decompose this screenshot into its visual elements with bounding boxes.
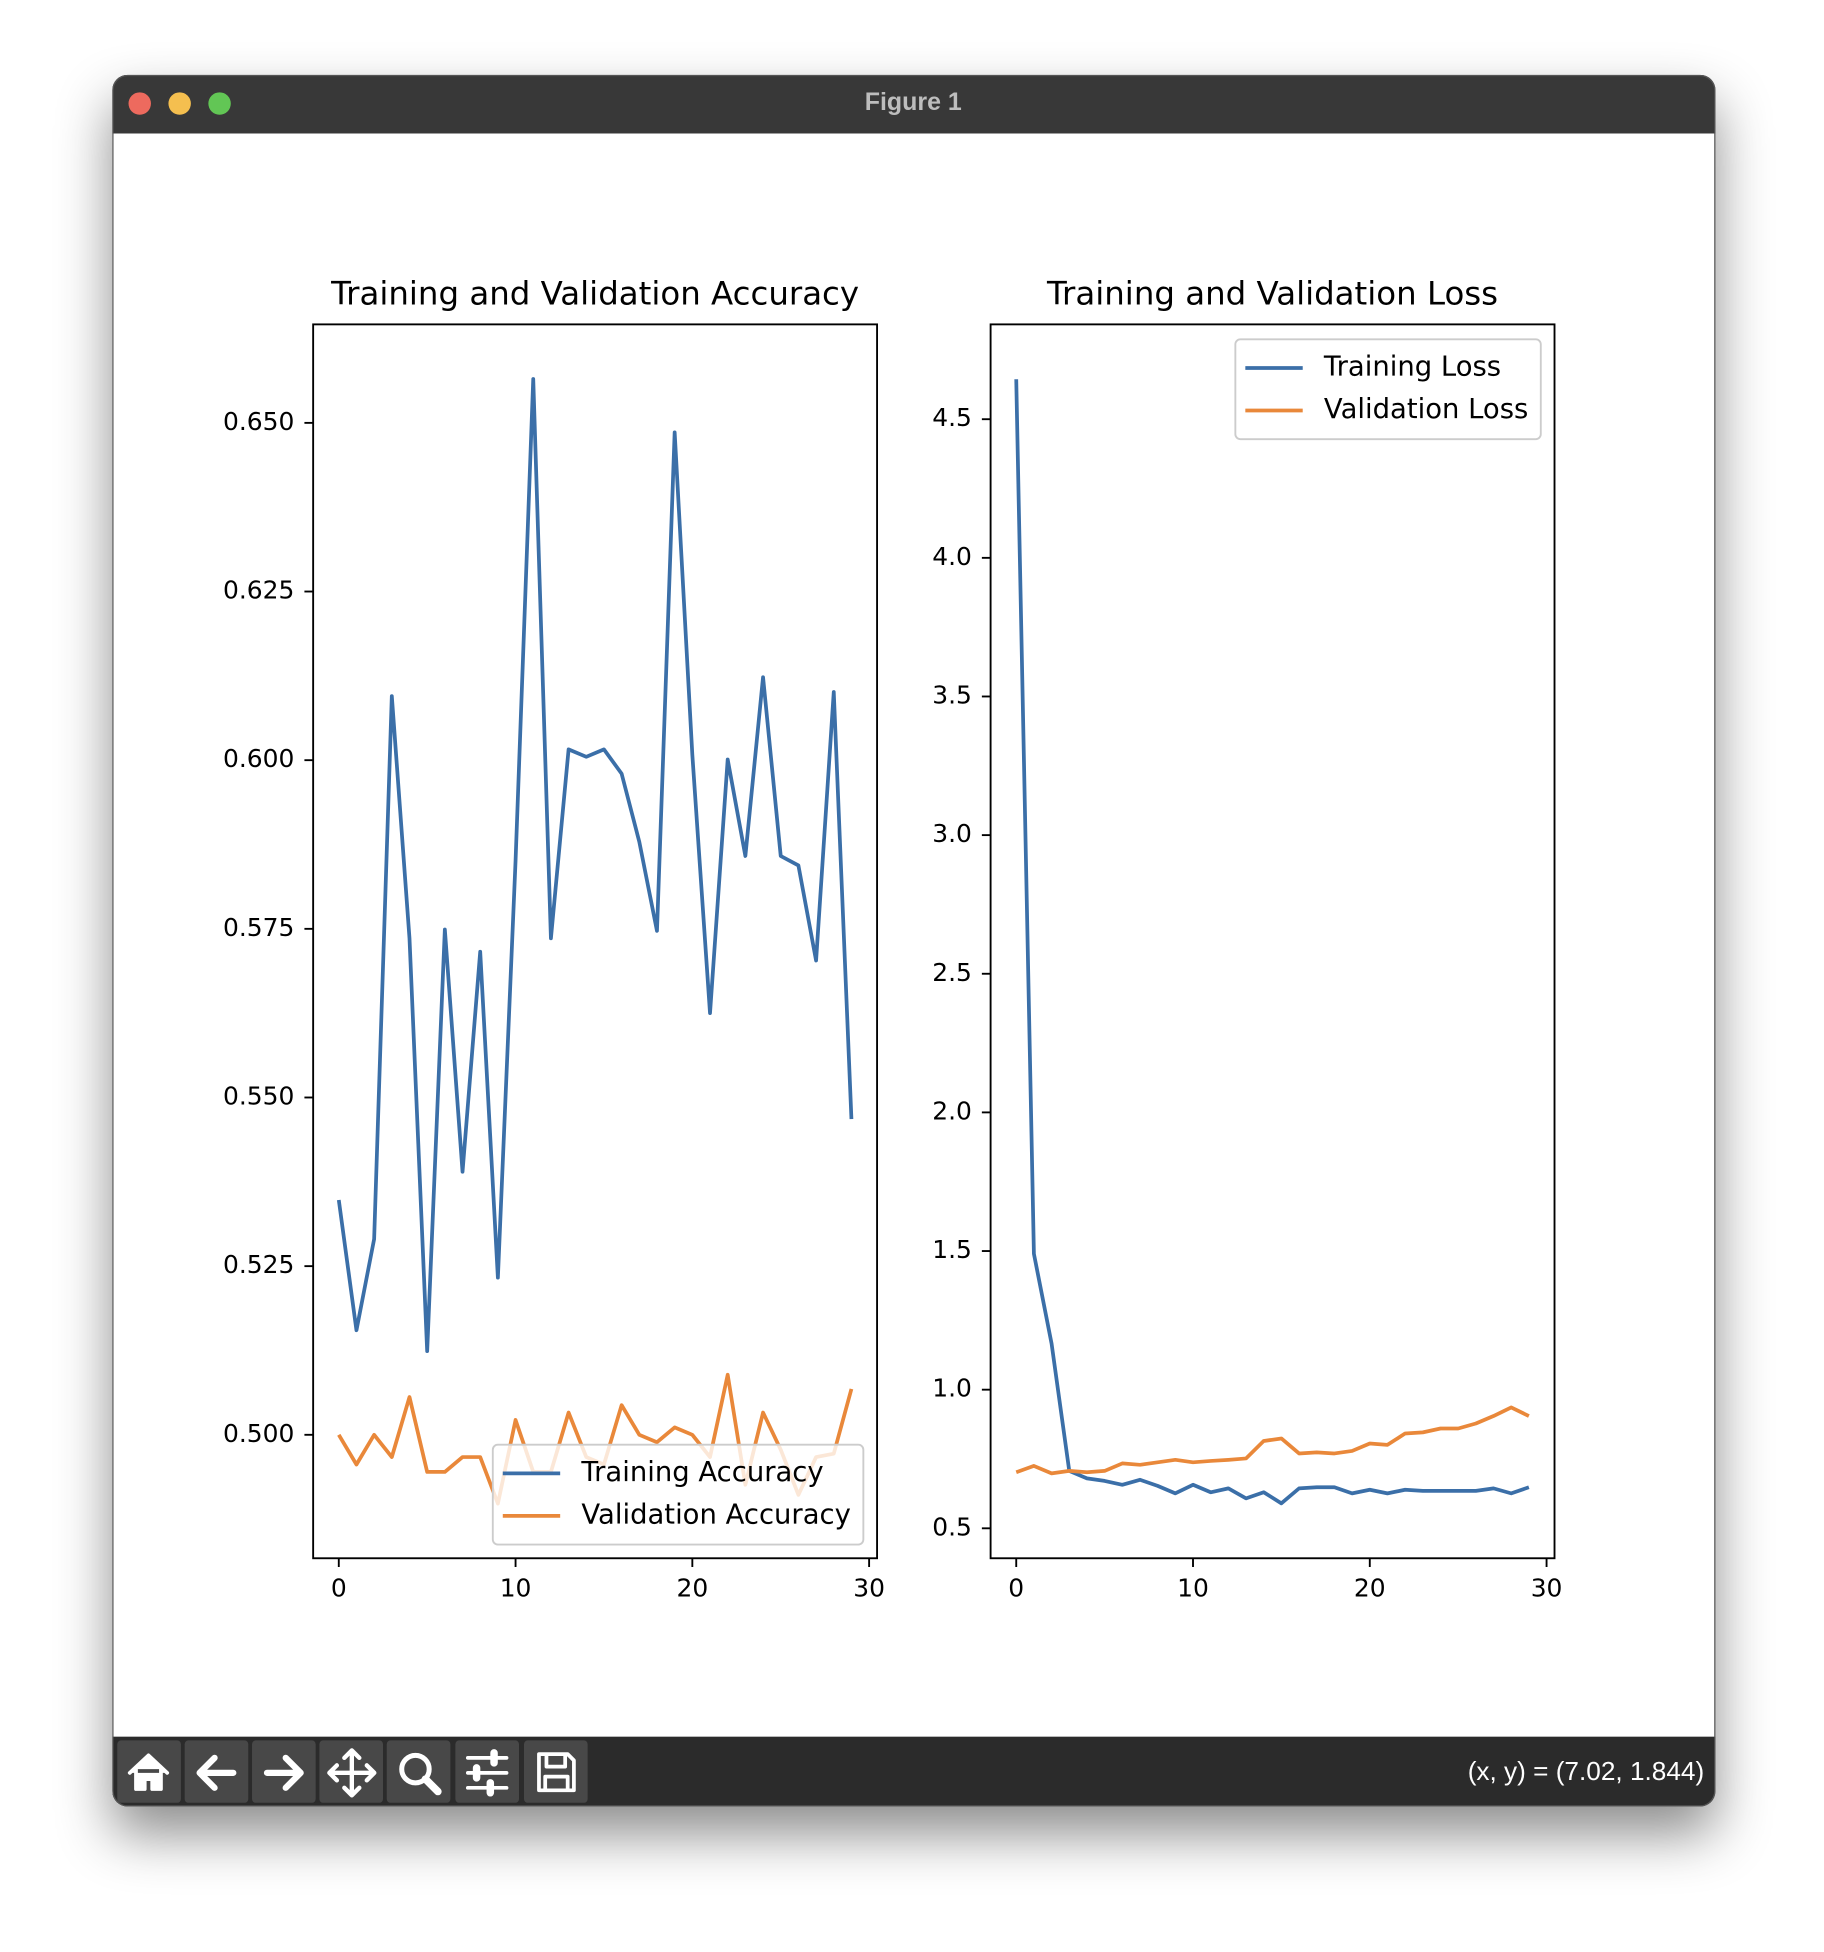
x-tick-label: 10 — [500, 1573, 532, 1602]
back-icon — [196, 1754, 237, 1791]
x-tick-label: 0 — [1008, 1573, 1024, 1602]
y-tick-label: 0.525 — [223, 1250, 294, 1279]
status-text: (x, y) = (7.02, 1.844) — [1468, 1756, 1705, 1786]
zoom-icon-handle — [421, 1775, 442, 1796]
save-button[interactable] — [523, 1740, 588, 1803]
configure-icon-knobs — [472, 1749, 498, 1797]
legend-label: Training Accuracy — [580, 1457, 823, 1488]
y-tick-label: 0.500 — [223, 1419, 294, 1448]
chart: Training and Validation Loss 0.5 1.0 1.5 2.0… — [932, 275, 1562, 1603]
minimize-button[interactable] — [168, 92, 191, 115]
axes-frame — [312, 323, 879, 1560]
y-tick-label: 1.0 — [932, 1374, 972, 1403]
x-tick-label: 30 — [1531, 1573, 1563, 1602]
home-button[interactable] — [117, 1740, 181, 1803]
y-tick-label: 2.0 — [932, 1096, 972, 1125]
x-tick-label: 20 — [1354, 1573, 1386, 1602]
legend-label: Training Loss — [1323, 352, 1501, 383]
y-tick-label: 2.5 — [932, 958, 972, 987]
legend-box — [491, 1443, 865, 1546]
axes-frame — [989, 323, 1556, 1560]
y-tick-label: 3.0 — [932, 819, 972, 848]
y-tick-label: 0.650 — [223, 407, 294, 436]
y-tick-label: 0.625 — [223, 576, 294, 605]
y-tick-label: 0.575 — [223, 913, 294, 942]
series-line — [1015, 1405, 1530, 1476]
x-tick-label: 20 — [676, 1573, 708, 1602]
window-title: Figure 1 — [865, 88, 962, 116]
y-tick-label: 4.5 — [932, 403, 972, 432]
legend: Training Accuracy Validation Accuracy — [491, 1443, 865, 1546]
home-icon — [127, 1753, 170, 1791]
title-bar — [112, 74, 1716, 134]
y-tick-label: 0.600 — [223, 744, 294, 773]
legend-label: Validation Accuracy — [581, 1499, 850, 1530]
series-line — [336, 377, 854, 1354]
window — [112, 74, 1716, 1807]
figure: Training and Validation Accuracy0.5000.5… — [223, 275, 1562, 1603]
series-line — [1014, 379, 1530, 1506]
forward-icon — [263, 1754, 304, 1791]
chart-title: Training and Validation Loss — [1046, 275, 1498, 313]
x-tick-label: 30 — [853, 1573, 885, 1602]
chart: Training and Validation Accuracy 0.500 0.5… — [223, 275, 885, 1603]
toolbar-buttons — [117, 1740, 588, 1803]
zoom-icon — [399, 1752, 432, 1786]
y-tick-label: 0.550 — [223, 1081, 294, 1110]
x-tick-label: 0 — [331, 1573, 347, 1602]
y-tick-label: 4.0 — [932, 542, 972, 571]
window-border — [112, 74, 1716, 1807]
y-tick-label: 0.5 — [932, 1512, 972, 1541]
y-tick-label: 3.5 — [932, 680, 972, 709]
zoom-button[interactable] — [208, 92, 231, 115]
pan-icon — [327, 1748, 377, 1798]
close-button[interactable] — [128, 92, 151, 115]
legend-label: Validation Loss — [1324, 394, 1528, 425]
legend-box — [1234, 338, 1542, 441]
chart-title: Training and Validation Accuracy — [330, 275, 859, 313]
y-tick-label: 1.5 — [932, 1235, 972, 1264]
legend: Training Loss Validation Loss — [1234, 338, 1542, 441]
x-tick-label: 10 — [1177, 1573, 1209, 1602]
save-icon — [537, 1752, 576, 1793]
